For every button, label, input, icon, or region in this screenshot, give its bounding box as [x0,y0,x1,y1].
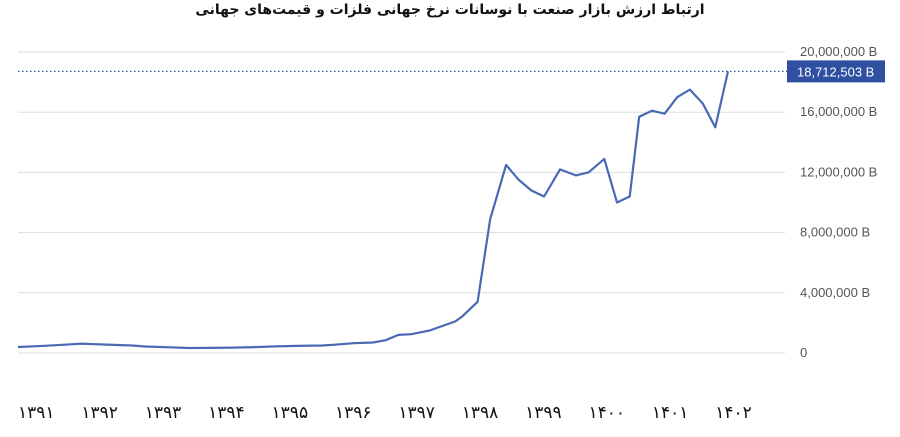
x-tick-label: ۱۳۹۴ [208,403,245,423]
x-tick-label: ۱۳۹۸ [462,403,499,423]
y-tick-label: 8,000,000 B [800,225,870,240]
last-value-callout [787,60,885,83]
x-tick-label: ۱۴۰۰ [588,403,625,423]
y-tick-label: 20,000,000 B [800,44,877,59]
x-tick-label: ۱۴۰۲ [715,403,752,423]
y-tick-label: 0 [800,345,807,360]
reference-layer: 18,712,503 B [18,60,885,83]
x-tick-label: ۱۳۹۵ [272,403,309,423]
y-tick-label: 16,000,000 B [800,104,877,119]
y-tick-label: 12,000,000 B [800,164,877,179]
x-tick-label: ۱۳۹۱ [18,403,55,423]
y-tick-label: 4,000,000 B [800,285,870,300]
page-title: ارتباط ارزش بازار صنعت با نوسانات نرخ جه… [195,2,705,18]
x-tick-label: ۱۳۹۹ [525,403,562,423]
x-tick-label: ۱۳۹۷ [398,403,435,423]
last-value-label: 18,712,503 B [797,64,874,79]
x-tick-label: ۱۳۹۳ [145,403,182,423]
x-tick-label: ۱۳۹۶ [335,403,372,423]
gridlines [18,51,785,354]
series-line [17,71,730,350]
y-axis-labels: 0 4,000,000 B 8,000,000 B 12,000,000 B 16,00… [800,44,877,360]
x-tick-label: ۱۴۰۱ [652,403,689,423]
x-axis-labels: ۱۳۹۱ ۱۳۹۲ ۱۳۹۳ ۱۳۹۴ ۱۳۹۵ ۱۳۹۶ ۱۳۹۷ ۱۳۹۸ ۱۳۹۹ ۱۴۰۰… [18,403,752,423]
series-line-group [17,71,730,350]
x-tick-label: ۱۳۹۲ [81,403,118,423]
